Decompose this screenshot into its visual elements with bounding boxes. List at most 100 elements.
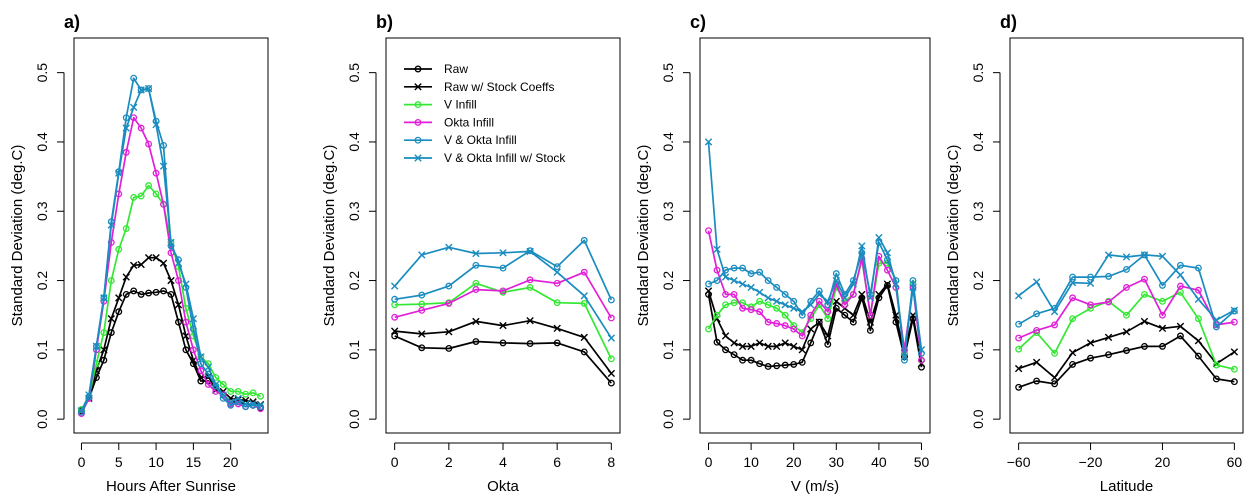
y-tick-label: 0.0 bbox=[660, 409, 676, 429]
data-point bbox=[1140, 251, 1149, 259]
data-point bbox=[722, 346, 730, 354]
data-point bbox=[1014, 364, 1023, 373]
data-point bbox=[892, 318, 900, 326]
data-point bbox=[580, 348, 588, 356]
data-point bbox=[798, 358, 806, 366]
data-point bbox=[1141, 342, 1148, 350]
data-point bbox=[100, 329, 108, 336]
data-point bbox=[174, 259, 183, 267]
data-point bbox=[713, 266, 721, 274]
data-point bbox=[607, 379, 615, 387]
data-point bbox=[130, 193, 138, 201]
data-point bbox=[1015, 345, 1023, 353]
data-point bbox=[866, 311, 874, 319]
data-point bbox=[721, 332, 730, 340]
x-tick-label: 0 bbox=[391, 454, 399, 470]
data-point bbox=[1069, 273, 1077, 281]
data-point bbox=[122, 225, 130, 233]
x-tick-label: 15 bbox=[186, 454, 202, 470]
data-point bbox=[1104, 251, 1113, 259]
data-point bbox=[1122, 253, 1131, 261]
data-point bbox=[900, 353, 909, 361]
data-point bbox=[580, 236, 588, 244]
data-point bbox=[849, 318, 857, 326]
data-point bbox=[197, 367, 205, 375]
data-point bbox=[107, 314, 116, 323]
data-point bbox=[1141, 275, 1148, 283]
data-point bbox=[182, 280, 190, 288]
data-point bbox=[445, 282, 453, 290]
data-point bbox=[730, 299, 738, 307]
data-point bbox=[553, 263, 561, 271]
plot-frame bbox=[385, 37, 621, 434]
data-point bbox=[1032, 358, 1041, 367]
data-point bbox=[144, 84, 153, 93]
data-point bbox=[526, 317, 534, 325]
data-point bbox=[713, 338, 721, 346]
data-point bbox=[1212, 316, 1221, 324]
data-point bbox=[499, 264, 507, 272]
data-point bbox=[1015, 383, 1023, 391]
series-okta_infill bbox=[391, 268, 615, 322]
data-point bbox=[197, 353, 205, 361]
data-point bbox=[764, 294, 772, 302]
data-point bbox=[580, 268, 588, 276]
data-point bbox=[219, 391, 227, 399]
data-point bbox=[1176, 332, 1184, 340]
data-point bbox=[130, 287, 138, 295]
data-point bbox=[704, 138, 713, 146]
data-point bbox=[1141, 290, 1148, 298]
data-point bbox=[781, 301, 789, 309]
data-point bbox=[226, 398, 235, 406]
data-point bbox=[1105, 272, 1112, 280]
series-raw bbox=[705, 281, 925, 371]
x-axis-label: Okta bbox=[487, 478, 519, 495]
data-point bbox=[219, 381, 227, 388]
series-v_okta_stock bbox=[704, 138, 926, 361]
data-point bbox=[145, 140, 153, 148]
data-point bbox=[866, 294, 875, 302]
data-point bbox=[526, 276, 534, 284]
x-tick-label: 0 bbox=[78, 454, 86, 470]
x-tick-label: 5 bbox=[115, 454, 123, 470]
data-point bbox=[772, 342, 781, 351]
data-point bbox=[772, 297, 781, 306]
data-point bbox=[152, 288, 160, 296]
data-point bbox=[883, 280, 892, 288]
series-v_okta_stock bbox=[1014, 251, 1239, 324]
data-point bbox=[92, 342, 101, 351]
data-point bbox=[1050, 308, 1059, 316]
legend-label: V & Okta Infill w/ Stock bbox=[444, 151, 566, 165]
series-raw_stock bbox=[390, 317, 616, 378]
data-point bbox=[909, 311, 917, 319]
data-point bbox=[790, 297, 798, 305]
y-tick-label: 0.1 bbox=[346, 340, 362, 360]
data-point bbox=[1212, 361, 1220, 369]
series-line bbox=[1018, 291, 1235, 371]
data-point bbox=[174, 301, 183, 309]
series-v_okta_infill bbox=[78, 74, 264, 416]
y-tick-label: 0.3 bbox=[970, 201, 986, 221]
data-point bbox=[256, 401, 265, 409]
data-point bbox=[1123, 266, 1130, 273]
data-point bbox=[781, 361, 789, 369]
data-point bbox=[85, 391, 93, 399]
data-point bbox=[790, 325, 798, 333]
data-point bbox=[249, 389, 257, 397]
data-point bbox=[472, 286, 480, 294]
data-point bbox=[472, 261, 480, 269]
x-tick-label: 60 bbox=[1227, 454, 1243, 470]
y-axis-label: Standard Deviation (deg.C) bbox=[635, 145, 652, 327]
panel-label: b) bbox=[376, 12, 393, 32]
data-point bbox=[764, 277, 772, 284]
data-point bbox=[100, 356, 108, 364]
data-point bbox=[100, 294, 108, 302]
series-raw bbox=[1015, 332, 1238, 391]
data-point bbox=[807, 339, 815, 347]
data-point bbox=[824, 315, 832, 323]
data-point bbox=[100, 346, 108, 354]
data-point bbox=[807, 311, 815, 319]
data-point bbox=[739, 304, 747, 312]
data-point bbox=[832, 276, 840, 285]
data-point bbox=[832, 270, 840, 278]
